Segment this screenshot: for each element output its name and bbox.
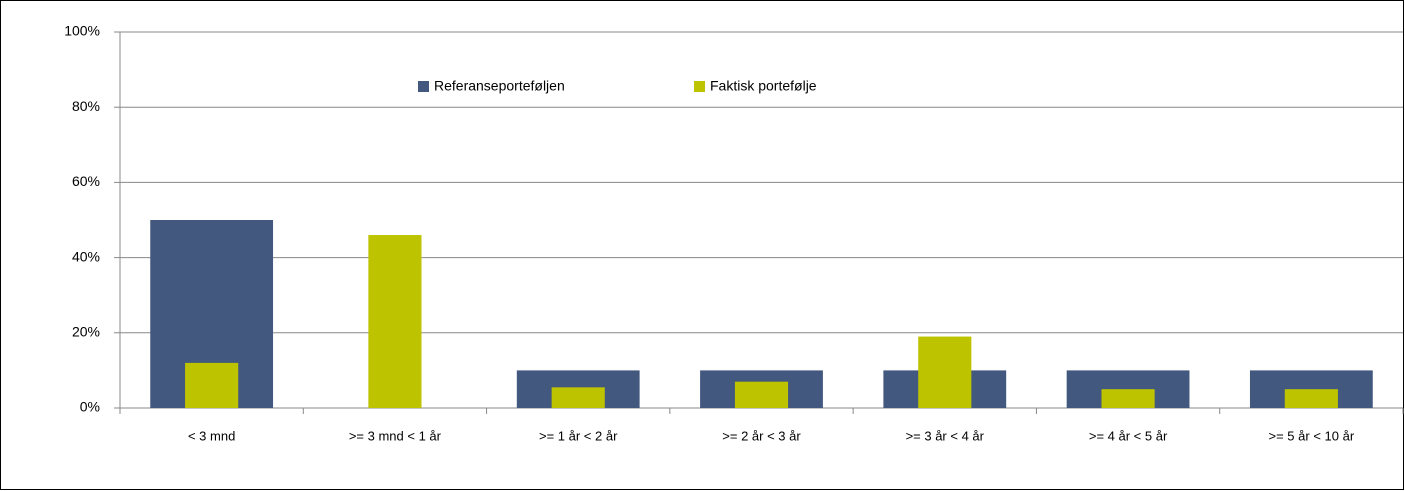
- bar: [918, 336, 972, 408]
- x-tick-label: < 3 mnd: [188, 428, 235, 443]
- legend-label: Faktisk portefølje: [710, 78, 817, 94]
- legend-label: Referanseporteføljen: [434, 78, 565, 94]
- x-tick-label: >= 1 år < 2 år: [539, 428, 618, 443]
- y-tick-label: 40%: [72, 248, 100, 264]
- bar: [368, 235, 422, 408]
- y-tick-label: 80%: [72, 98, 100, 114]
- y-tick-label: 100%: [64, 23, 100, 39]
- bar: [185, 362, 239, 408]
- x-tick-label: >= 4 år < 5 år: [1089, 428, 1168, 443]
- y-tick-label: 60%: [72, 173, 100, 189]
- legend-swatch: [694, 81, 705, 92]
- x-tick-label: >= 5 år < 10 år: [1269, 428, 1355, 443]
- bar: [1284, 389, 1338, 408]
- x-tick-label: >= 2 år < 3 år: [722, 428, 801, 443]
- x-tick-label: >= 3 mnd < 1 år: [349, 428, 442, 443]
- x-tick-label: >= 3 år < 4 år: [906, 428, 985, 443]
- legend-swatch: [418, 81, 429, 92]
- bar: [551, 387, 605, 408]
- y-tick-label: 0%: [80, 399, 100, 415]
- bar: [734, 381, 789, 408]
- bar: [1101, 389, 1155, 408]
- y-tick-label: 20%: [72, 324, 100, 340]
